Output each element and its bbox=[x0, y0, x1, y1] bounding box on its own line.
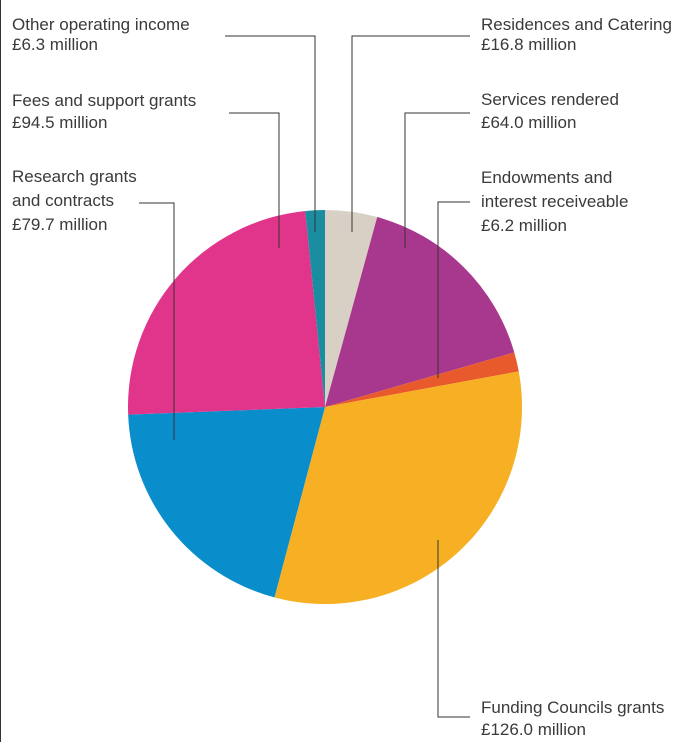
pie-slice-endowments-and-interest-receiveable bbox=[325, 352, 519, 407]
leader-line-funding-councils-grants bbox=[437, 540, 470, 718]
slice-name-label: Residences and Catering bbox=[481, 15, 672, 34]
slice-value-label: £126.0 million bbox=[481, 720, 586, 739]
slice-value-label: £94.5 million bbox=[12, 113, 107, 132]
slice-name-label: interest receiveable bbox=[481, 192, 628, 211]
slice-value-label: £16.8 million bbox=[481, 35, 576, 54]
slice-name-label: and contracts bbox=[12, 191, 114, 210]
slice-name-label: Fees and support grants bbox=[12, 91, 196, 110]
slice-value-label: £6.3 million bbox=[12, 35, 98, 54]
leader-line-services-rendered bbox=[404, 112, 470, 248]
leader-line-research-grants-and-contracts bbox=[139, 202, 175, 440]
pie-slices bbox=[127, 210, 522, 604]
slice-value-label: £79.7 million bbox=[12, 215, 107, 234]
slice-value-label: £6.2 million bbox=[481, 216, 567, 235]
slice-name-label: Endowments and bbox=[481, 168, 612, 187]
slice-name-label: Services rendered bbox=[481, 90, 619, 109]
left-border bbox=[0, 0, 1, 742]
slice-name-label: Other operating income bbox=[12, 15, 190, 34]
leader-line-fees-and-support-grants bbox=[229, 112, 280, 248]
leader-lines bbox=[139, 35, 470, 718]
slice-name-label: Funding Councils grants bbox=[481, 698, 664, 717]
pie-slice-fees-and-support-grants bbox=[127, 210, 325, 415]
leader-line-residences-and-catering bbox=[351, 35, 470, 232]
pie-slice-services-rendered bbox=[325, 217, 515, 407]
pie-slice-residences-and-catering bbox=[325, 210, 378, 407]
slice-value-label: £64.0 million bbox=[481, 113, 576, 132]
leader-line-endowments-and-interest-receiveable bbox=[437, 201, 470, 378]
pie-slice-other-operating-income bbox=[305, 210, 325, 407]
slice-labels: Residences and Catering£16.8 million Serv… bbox=[12, 15, 672, 739]
leader-line-other-operating-income bbox=[225, 35, 316, 232]
slice-name-label: Research grants bbox=[12, 167, 137, 186]
pie-slice-funding-councils-grants bbox=[274, 371, 522, 604]
pie-slice-research-grants-and-contracts bbox=[128, 407, 325, 598]
